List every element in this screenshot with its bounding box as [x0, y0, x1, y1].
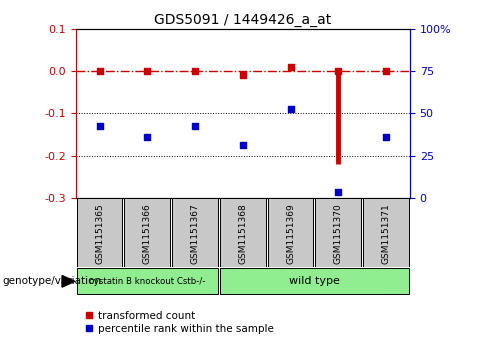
Text: GSM1151370: GSM1151370 — [334, 203, 343, 264]
Text: GSM1151369: GSM1151369 — [286, 203, 295, 264]
Text: GSM1151371: GSM1151371 — [382, 203, 390, 264]
Title: GDS5091 / 1449426_a_at: GDS5091 / 1449426_a_at — [154, 13, 331, 26]
Text: GSM1151365: GSM1151365 — [95, 203, 104, 264]
Text: cystatin B knockout Cstb-/-: cystatin B knockout Cstb-/- — [89, 277, 205, 286]
Point — [382, 68, 390, 74]
Text: GSM1151366: GSM1151366 — [143, 203, 152, 264]
Polygon shape — [62, 276, 75, 287]
Point — [239, 73, 247, 78]
Point — [286, 64, 294, 70]
Point — [382, 134, 390, 139]
Bar — [77, 268, 218, 294]
Point — [239, 142, 247, 148]
Text: genotype/variation: genotype/variation — [2, 276, 102, 286]
Text: GSM1151368: GSM1151368 — [238, 203, 247, 264]
Bar — [77, 198, 122, 267]
Text: GSM1151367: GSM1151367 — [190, 203, 200, 264]
Point — [143, 68, 151, 74]
Point — [96, 123, 103, 129]
Point — [96, 68, 103, 74]
Point — [334, 189, 342, 195]
Bar — [220, 198, 265, 267]
Bar — [220, 268, 409, 294]
Legend: transformed count, percentile rank within the sample: transformed count, percentile rank withi… — [81, 306, 278, 338]
Bar — [172, 198, 218, 267]
Bar — [124, 198, 170, 267]
Text: wild type: wild type — [289, 276, 340, 286]
Bar — [267, 198, 313, 267]
Point — [191, 68, 199, 74]
Point — [334, 68, 342, 74]
Bar — [315, 198, 361, 267]
Point — [191, 123, 199, 129]
Point — [143, 134, 151, 139]
Bar — [363, 198, 409, 267]
Point — [286, 106, 294, 112]
